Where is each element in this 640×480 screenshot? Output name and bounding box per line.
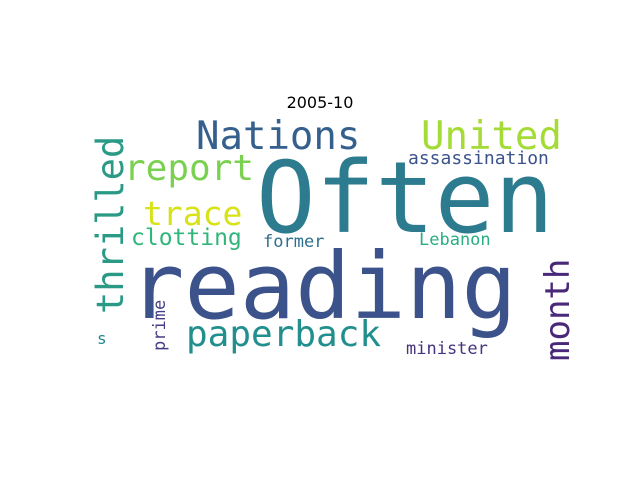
word-report: report [124,148,255,189]
word-assassination: assassination [408,148,549,169]
word-lebanon: Lebanon [419,230,491,250]
word-paperback: paperback [186,314,382,355]
chart-title: 2005-10 [286,93,354,112]
word-thrilled: thrilled [89,135,132,314]
word-month: month [538,258,578,361]
word-united: United [421,114,562,159]
word-prime: prime [150,299,170,351]
word-often: Often [256,141,555,256]
word-cloud: Often reading Nations United report trac… [89,114,578,361]
word-trace: trace [143,194,243,233]
word-reading: reading [129,233,517,340]
word-nations: Nations [196,114,361,159]
word-s: s [97,329,107,348]
word-clotting: clotting [131,225,242,251]
word-minister: minister [406,339,488,359]
word-former: former [263,232,325,252]
